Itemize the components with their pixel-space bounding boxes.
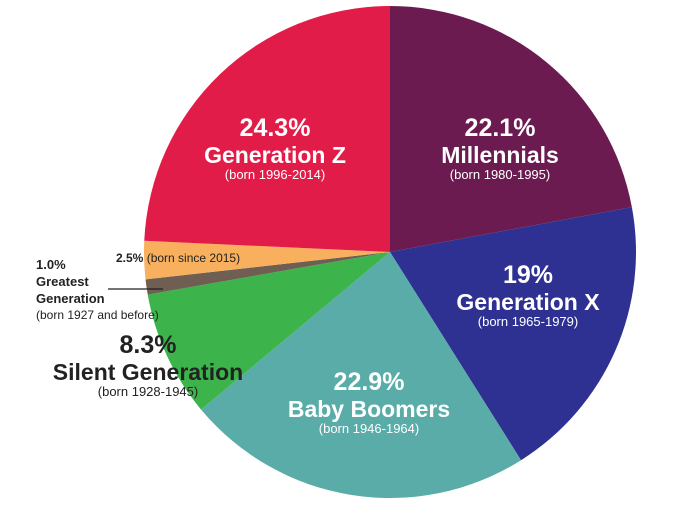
greatest-born: (born 1927 and before) [36,307,159,322]
greatest-name-1: Greatest [36,273,89,289]
silent-name: Silent Generation [52,358,244,385]
label-generation-z: 24.3% Generation Z (born 1996-2014) [204,114,346,182]
silent-born: (born 1928-1945) [97,383,199,399]
label-millennials: 22.1% Millennials (born 1980-1995) [441,114,559,182]
boomers-name: Baby Boomers [287,395,451,422]
pie-slice-greatest-generation [145,252,390,295]
pie-slice-generation-z [144,6,390,252]
millennials-born: (born 1980-1995) [449,166,551,182]
genz-born: (born 1996-2014) [224,166,326,182]
pie-slice-generation-x [390,207,636,461]
millennials-pct: 22.1% [464,114,536,142]
genz-name: Generation Z [204,141,346,168]
genz-pct: 24.3% [239,114,311,142]
label-greatest-generation: 1.0% Greatest Generation (born 1927 and … [36,257,159,323]
genx-born: (born 1965-1979) [477,313,579,329]
greatest-pct: 1.0% [36,257,66,272]
label-silent-generation: 8.3% Silent Generation (born 1928-1945) [52,331,244,399]
genx-name: Generation X [456,288,600,315]
label-baby-boomers: 22.9% Baby Boomers (born 1946-1964) [287,368,451,436]
label-born-since-2015: 2.5% (born since 2015) [116,251,240,265]
boomers-pct: 22.9% [333,368,405,396]
pie-slice-born-since-2015 [143,240,390,280]
greatest-name-2: Generation [36,290,105,306]
pie-slice-baby-boomers [201,252,522,498]
genx-pct: 19% [502,261,554,289]
label-generation-x: 19% Generation X (born 1965-1979) [456,261,600,329]
pie-slice-silent-generation [147,252,390,410]
pie-slice-millennials [390,6,632,252]
since2015-pct: 2.5% [116,251,144,265]
boomers-born: (born 1946-1964) [318,420,420,436]
since2015-born: (born since 2015) [146,251,241,265]
millennials-name: Millennials [441,141,559,168]
silent-pct: 8.3% [119,331,177,359]
